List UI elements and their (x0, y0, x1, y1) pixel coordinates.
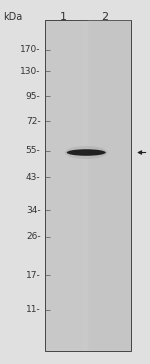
Text: 72-: 72- (26, 116, 40, 126)
Text: 1: 1 (60, 12, 66, 21)
Bar (45, 20, 130, 351)
Ellipse shape (67, 149, 106, 156)
Text: 26-: 26- (26, 233, 40, 241)
Text: kDa: kDa (3, 12, 22, 21)
Text: 17-: 17- (26, 270, 40, 280)
Text: 34-: 34- (26, 206, 40, 215)
Text: 43-: 43- (26, 173, 40, 182)
Ellipse shape (65, 146, 108, 159)
Bar (73, 20, 82, 351)
Text: 2: 2 (101, 12, 109, 21)
Text: 130-: 130- (20, 67, 40, 76)
Text: 55-: 55- (26, 146, 40, 155)
Text: 95-: 95- (26, 92, 40, 101)
Bar (88, 20, 130, 351)
Bar (82, 20, 91, 351)
Text: 170-: 170- (20, 46, 40, 54)
Bar (91, 20, 100, 351)
Text: 11-: 11- (26, 305, 40, 314)
